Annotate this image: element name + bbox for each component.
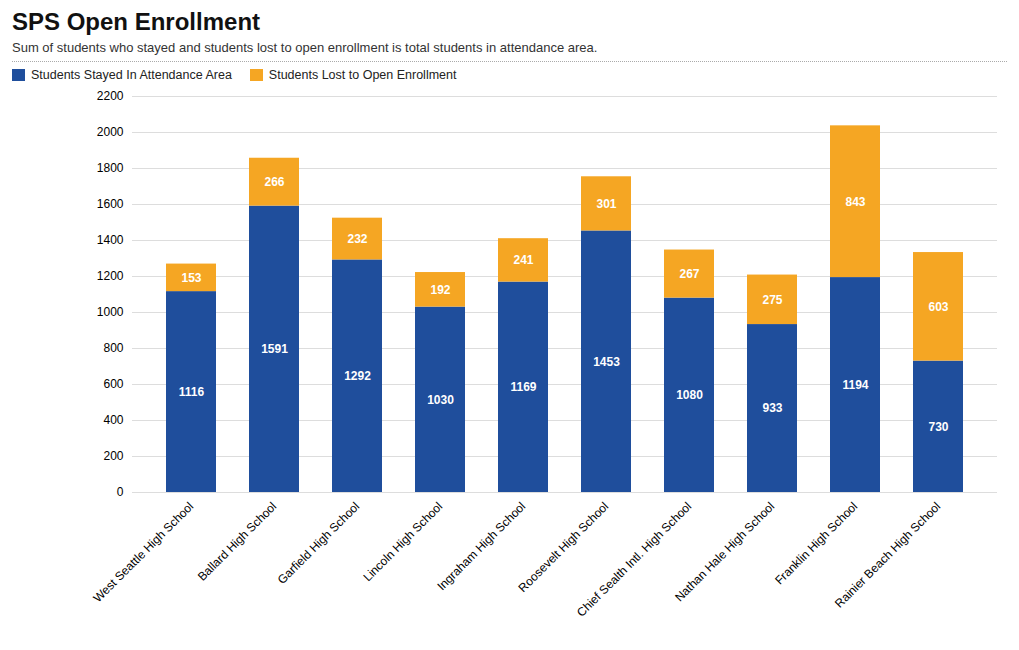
svg-text:2200: 2200: [97, 89, 124, 103]
svg-text:West Seattle High School: West Seattle High School: [90, 499, 196, 605]
svg-text:1453: 1453: [593, 355, 620, 369]
svg-text:266: 266: [264, 175, 284, 189]
svg-text:1194: 1194: [842, 378, 868, 392]
svg-text:1400: 1400: [97, 233, 124, 247]
html-text:Students Stayed In Attendance: Students Stayed In Attendance Area: [31, 68, 232, 82]
svg-text:Rainier Beach High School: Rainier Beach High School: [832, 499, 943, 610]
svg-text:Garfield High School: Garfield High School: [275, 499, 363, 587]
svg-text:Roosevelt High School: Roosevelt High School: [516, 499, 612, 595]
svg-text:603: 603: [928, 300, 948, 314]
svg-text:Nathan Hale High School: Nathan Hale High School: [672, 499, 777, 604]
svg-text:Ballard High School: Ballard High School: [195, 499, 279, 583]
svg-text:1000: 1000: [97, 305, 124, 319]
svg-text:1080: 1080: [676, 388, 703, 402]
svg-text:800: 800: [103, 341, 123, 355]
svg-text:301: 301: [596, 197, 616, 211]
svg-text:2000: 2000: [97, 125, 124, 139]
svg-text:1600: 1600: [97, 197, 124, 211]
svg-text:200: 200: [103, 449, 123, 463]
svg-text:153: 153: [181, 271, 201, 285]
svg-text:1200: 1200: [97, 269, 124, 283]
svg-text:232: 232: [347, 232, 367, 246]
svg-text:933: 933: [762, 401, 782, 415]
svg-text:1800: 1800: [97, 161, 124, 175]
svg-text:600: 600: [103, 377, 123, 391]
svg-text:1030: 1030: [427, 393, 454, 407]
svg-text:275: 275: [762, 293, 782, 307]
svg-text:1116: 1116: [179, 385, 205, 399]
svg-text:Franklin High School: Franklin High School: [772, 499, 860, 587]
svg-text:730: 730: [928, 420, 948, 434]
html-text:Sum of students who stayed and: Sum of students who stayed and students …: [12, 40, 598, 55]
svg-text:267: 267: [679, 267, 699, 281]
svg-text:0: 0: [117, 485, 124, 499]
svg-text:1591: 1591: [261, 342, 288, 356]
svg-text:843: 843: [845, 195, 865, 209]
svg-text:Chief Sealth Intl. High School: Chief Sealth Intl. High School: [574, 499, 694, 619]
html-text:Students Lost to Open Enrollme: Students Lost to Open Enrollment: [268, 68, 457, 82]
svg-text:192: 192: [430, 283, 450, 297]
svg-text:Ingraham High School: Ingraham High School: [434, 499, 528, 593]
svg-text:241: 241: [513, 253, 533, 267]
svg-text:1292: 1292: [344, 369, 371, 383]
svg-text:1169: 1169: [510, 380, 536, 394]
svg-text:Lincoln High School: Lincoln High School: [360, 499, 445, 584]
html-text:SPS Open Enrollment: SPS Open Enrollment: [12, 8, 260, 35]
svg-text:400: 400: [103, 413, 123, 427]
